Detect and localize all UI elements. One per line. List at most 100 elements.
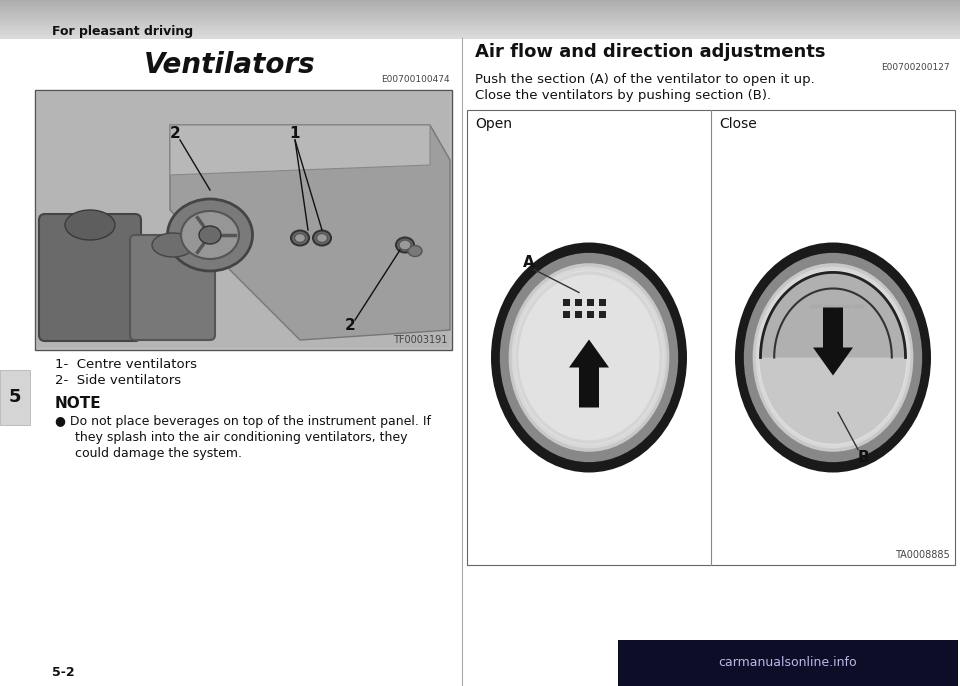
- Bar: [0, 27, 960, 29]
- Bar: [0, 35, 960, 36]
- Ellipse shape: [515, 270, 663, 445]
- Ellipse shape: [291, 230, 309, 246]
- Text: 5: 5: [9, 388, 21, 406]
- Ellipse shape: [313, 230, 331, 246]
- Text: NOTE: NOTE: [55, 396, 102, 410]
- Text: Close the ventilators by pushing section (B).: Close the ventilators by pushing section…: [475, 89, 771, 102]
- Bar: [0, 21, 960, 23]
- Bar: [0, 12, 960, 14]
- Bar: [0, 370, 30, 425]
- Text: ● Do not place beverages on top of the instrument panel. If: ● Do not place beverages on top of the i…: [55, 416, 431, 429]
- Text: 5-2: 5-2: [52, 665, 75, 678]
- Bar: [0, 16, 960, 18]
- Text: Ventilators: Ventilators: [144, 51, 316, 79]
- Bar: [587, 298, 594, 305]
- Bar: [0, 11, 960, 12]
- Bar: [587, 311, 594, 318]
- Bar: [0, 17, 960, 19]
- Text: carmanualsonline.info: carmanualsonline.info: [719, 657, 857, 670]
- Text: E00700100474: E00700100474: [381, 75, 450, 84]
- Bar: [467, 110, 955, 565]
- Bar: [0, 13, 960, 14]
- Ellipse shape: [167, 199, 252, 271]
- Bar: [0, 28, 960, 29]
- FancyBboxPatch shape: [39, 214, 141, 341]
- Bar: [0, 22, 960, 23]
- Bar: [0, 9, 960, 10]
- Bar: [0, 4, 960, 5]
- Ellipse shape: [65, 210, 115, 240]
- FancyBboxPatch shape: [130, 235, 215, 340]
- Ellipse shape: [199, 226, 221, 244]
- Bar: [35, 90, 452, 350]
- Bar: [0, 32, 960, 34]
- Polygon shape: [760, 272, 905, 357]
- Bar: [563, 311, 570, 318]
- Ellipse shape: [759, 271, 906, 444]
- Text: B: B: [857, 450, 869, 465]
- Bar: [575, 298, 582, 305]
- Bar: [0, 29, 960, 30]
- Bar: [0, 3, 960, 5]
- Ellipse shape: [396, 237, 414, 252]
- Polygon shape: [813, 307, 853, 375]
- Bar: [618, 640, 958, 686]
- Ellipse shape: [152, 233, 194, 257]
- Bar: [0, 31, 960, 32]
- Ellipse shape: [399, 240, 411, 250]
- Text: Open: Open: [475, 117, 512, 131]
- Bar: [0, 23, 960, 25]
- Text: Push the section (A) of the ventilator to open it up.: Push the section (A) of the ventilator t…: [475, 73, 815, 86]
- Text: they splash into the air conditioning ventilators, they: they splash into the air conditioning ve…: [55, 431, 407, 445]
- Ellipse shape: [753, 263, 913, 452]
- Text: 2: 2: [170, 126, 180, 141]
- Bar: [0, 18, 960, 19]
- Text: TA0008885: TA0008885: [896, 550, 950, 560]
- Ellipse shape: [516, 271, 662, 444]
- Bar: [0, 2, 960, 3]
- Text: A: A: [523, 255, 535, 270]
- Text: 2: 2: [345, 318, 355, 333]
- Polygon shape: [569, 340, 609, 407]
- Bar: [0, 19, 960, 21]
- Bar: [563, 298, 570, 305]
- Polygon shape: [170, 125, 450, 340]
- Bar: [0, 15, 960, 16]
- Ellipse shape: [317, 233, 327, 242]
- Bar: [0, 6, 960, 8]
- Text: For pleasant driving: For pleasant driving: [52, 25, 193, 38]
- Bar: [0, 25, 960, 27]
- Bar: [0, 7, 960, 8]
- Bar: [599, 298, 606, 305]
- Ellipse shape: [512, 267, 666, 449]
- Bar: [0, 0, 960, 1]
- Ellipse shape: [181, 211, 239, 259]
- Bar: [0, 20, 960, 21]
- Text: could damage the system.: could damage the system.: [55, 447, 242, 460]
- Bar: [0, 37, 960, 38]
- Bar: [0, 10, 960, 12]
- Bar: [599, 311, 606, 318]
- Ellipse shape: [295, 233, 305, 242]
- Ellipse shape: [744, 253, 923, 462]
- Bar: [0, 36, 960, 38]
- Text: E00700200127: E00700200127: [881, 62, 950, 71]
- Polygon shape: [170, 125, 430, 175]
- Text: TF0003191: TF0003191: [393, 335, 447, 345]
- Text: 2-  Side ventilators: 2- Side ventilators: [55, 375, 181, 388]
- Text: Close: Close: [719, 117, 756, 131]
- Bar: [37, 92, 450, 348]
- Bar: [0, 24, 960, 25]
- Bar: [0, 33, 960, 34]
- Bar: [0, 34, 960, 36]
- Bar: [0, 1, 960, 3]
- Bar: [0, 8, 960, 10]
- Text: 1: 1: [290, 126, 300, 141]
- Bar: [0, 14, 960, 16]
- Ellipse shape: [756, 267, 910, 449]
- Bar: [0, 30, 960, 32]
- Text: 1-  Centre ventilators: 1- Centre ventilators: [55, 359, 197, 372]
- Ellipse shape: [735, 242, 931, 473]
- Ellipse shape: [500, 253, 678, 462]
- Bar: [0, 26, 960, 27]
